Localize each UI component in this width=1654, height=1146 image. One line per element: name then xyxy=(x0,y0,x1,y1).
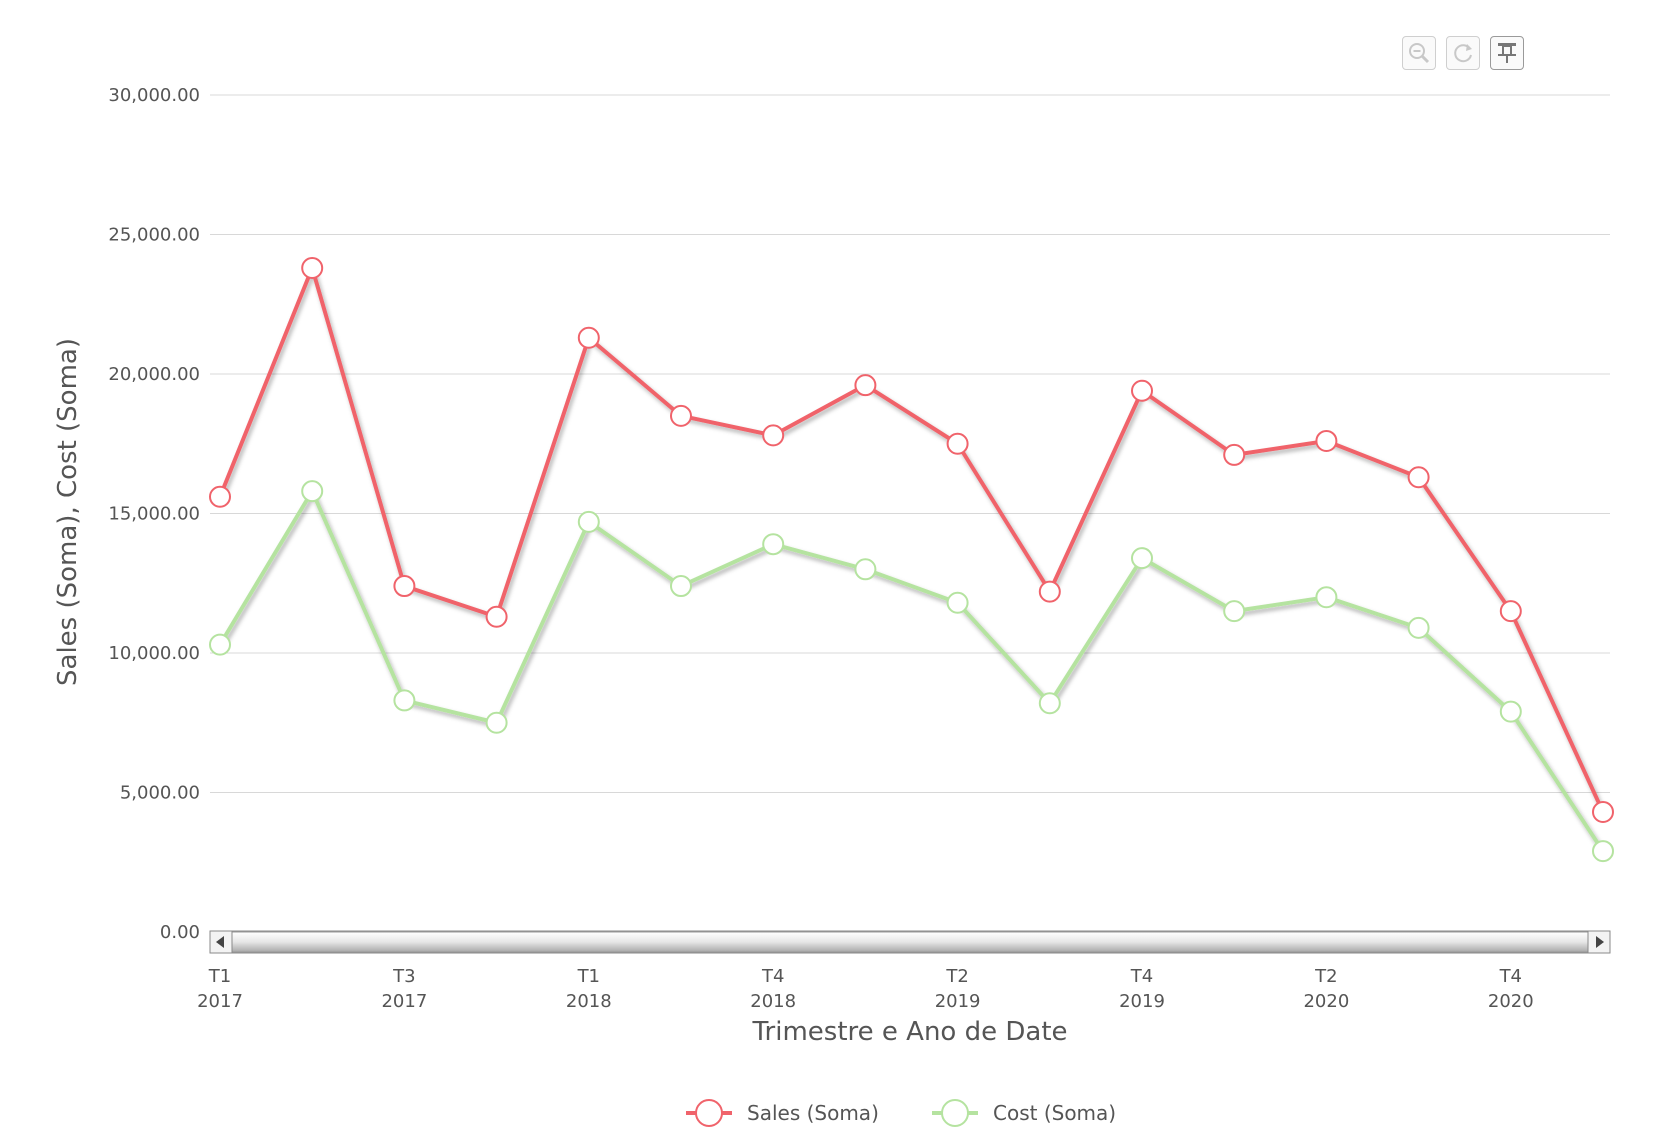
x-axis-title: Trimestre e Ano de Date xyxy=(751,1017,1067,1047)
x-tick-label-year: 2017 xyxy=(381,991,427,1012)
y-tick-label: 20,000.00 xyxy=(108,364,200,385)
x-tick-label-quarter: T2 xyxy=(945,966,968,987)
data-point[interactable] xyxy=(670,575,692,598)
x-tick-label-year: 2018 xyxy=(566,991,612,1012)
x-tick-label-quarter: T4 xyxy=(1499,966,1522,987)
x-axis-ticks: T1 2017 T3 2017 T1 2018 T4 2018 T2 2019 T4 2019 T2 20… xyxy=(197,966,1534,1012)
data-point[interactable] xyxy=(1407,466,1430,489)
chart-toolbar xyxy=(1402,36,1524,70)
data-point[interactable] xyxy=(301,480,324,503)
y-tick-label: 15,000.00 xyxy=(108,504,200,525)
series-cost xyxy=(209,480,1614,863)
x-tick-label-quarter: T1 xyxy=(577,966,600,987)
pin-button[interactable] xyxy=(1490,36,1524,70)
x-tick-label-year: 2017 xyxy=(197,991,243,1012)
data-point[interactable] xyxy=(577,510,600,533)
data-point[interactable] xyxy=(209,633,231,656)
x-tick-label-quarter: T3 xyxy=(392,966,415,987)
data-point[interactable] xyxy=(577,326,600,349)
x-tick-label-quarter: T1 xyxy=(208,966,231,987)
series-sales xyxy=(209,256,1614,824)
data-point[interactable] xyxy=(1592,801,1614,824)
y-tick-label: 25,000.00 xyxy=(108,225,200,246)
data-point[interactable] xyxy=(946,591,969,614)
data-point[interactable] xyxy=(209,485,231,508)
data-point[interactable] xyxy=(393,575,416,598)
x-tick-label-year: 2019 xyxy=(1119,991,1165,1012)
data-point[interactable] xyxy=(1223,443,1246,466)
data-point[interactable] xyxy=(854,558,877,581)
legend-swatch-cost-marker xyxy=(941,1099,969,1127)
x-tick-label-year: 2018 xyxy=(750,991,796,1012)
legend-item-sales[interactable]: Sales (Soma) xyxy=(686,1099,879,1127)
legend-item-cost[interactable]: Cost (Soma) xyxy=(932,1099,1116,1127)
y-tick-label: 10,000.00 xyxy=(108,643,200,664)
legend-label-sales: Sales (Soma) xyxy=(747,1101,879,1125)
x-tick-label-quarter: T2 xyxy=(1314,966,1337,987)
reset-icon xyxy=(1454,44,1472,63)
x-tick-label-quarter: T4 xyxy=(1130,966,1153,987)
x-tick-label-year: 2019 xyxy=(935,991,981,1012)
y-axis-title: Sales (Soma), Cost (Soma) xyxy=(53,338,83,686)
data-point[interactable] xyxy=(854,374,877,397)
y-tick-label: 30,000.00 xyxy=(108,85,200,106)
data-point[interactable] xyxy=(485,605,508,628)
series-line xyxy=(218,265,1605,813)
series-layer xyxy=(209,256,1614,863)
pin-icon xyxy=(1498,43,1516,63)
x-tick-label-year: 2020 xyxy=(1488,991,1534,1012)
data-point[interactable] xyxy=(1592,840,1614,863)
scrollbar-thumb[interactable] xyxy=(231,931,1589,953)
data-point[interactable] xyxy=(1315,429,1338,452)
data-point[interactable] xyxy=(1223,600,1246,623)
data-point[interactable] xyxy=(1038,580,1061,603)
data-point[interactable] xyxy=(1499,600,1522,623)
data-point[interactable] xyxy=(670,404,692,427)
zoom-out-icon xyxy=(1409,43,1430,64)
data-point[interactable] xyxy=(1038,692,1061,715)
legend-label-cost: Cost (Soma) xyxy=(993,1101,1116,1125)
horizontal-scrollbar[interactable] xyxy=(209,930,1611,954)
series-line xyxy=(218,489,1605,853)
x-tick-label-quarter: T4 xyxy=(761,966,784,987)
zoom-out-button[interactable] xyxy=(1402,36,1436,70)
data-point[interactable] xyxy=(485,711,508,734)
scroll-right-arrow[interactable] xyxy=(1587,930,1611,954)
data-point[interactable] xyxy=(393,689,416,712)
data-point[interactable] xyxy=(1499,700,1522,723)
data-point[interactable] xyxy=(762,424,785,447)
scroll-left-arrow[interactable] xyxy=(209,930,233,954)
x-tick-label-year: 2020 xyxy=(1303,991,1349,1012)
data-point[interactable] xyxy=(946,432,969,455)
data-point[interactable] xyxy=(301,256,324,279)
gridlines xyxy=(210,94,1610,793)
data-point[interactable] xyxy=(1131,379,1153,402)
data-point[interactable] xyxy=(1407,616,1430,639)
data-point[interactable] xyxy=(1315,586,1338,609)
y-tick-label: 5,000.00 xyxy=(120,783,200,804)
legend-swatch-sales-marker xyxy=(695,1099,723,1127)
data-point[interactable] xyxy=(762,533,785,556)
legend: Sales (Soma) Cost (Soma) xyxy=(686,1099,1116,1127)
data-point[interactable] xyxy=(1131,547,1153,570)
y-axis-ticks: 0.00 5,000.00 10,000.00 15,000.00 20,000.00 2… xyxy=(108,85,200,943)
y-tick-label: 0.00 xyxy=(160,922,200,943)
reset-button[interactable] xyxy=(1446,36,1480,70)
